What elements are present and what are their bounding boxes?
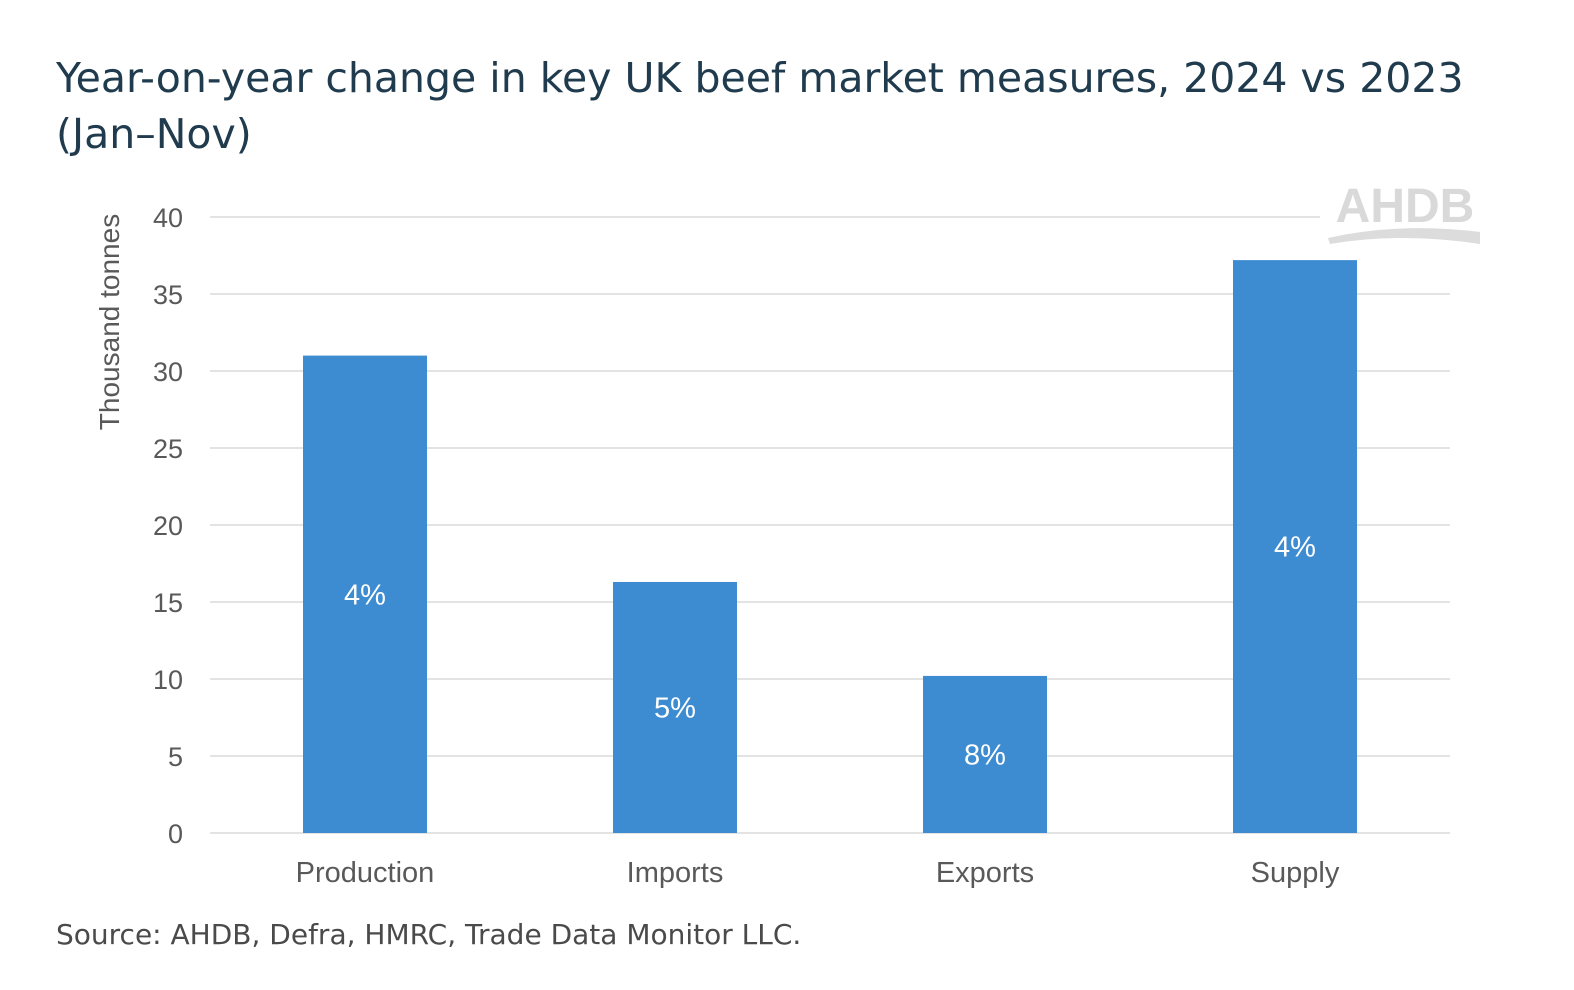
y-tick-label: 15 xyxy=(153,588,183,618)
chart-title: Year-on-year change in key UK beef marke… xyxy=(56,54,1464,158)
y-tick-label: 10 xyxy=(153,665,183,695)
x-tick-label: Exports xyxy=(936,857,1034,889)
ahdb-logo: AHDB xyxy=(1320,176,1490,246)
bar-exports xyxy=(923,675,1047,833)
y-tick-label: 35 xyxy=(153,280,183,310)
y-tick-label: 25 xyxy=(153,434,183,464)
source-note: Source: AHDB, Defra, HMRC, Trade Data Mo… xyxy=(56,918,802,951)
data-label: 4% xyxy=(344,579,386,611)
x-tick-label: Supply xyxy=(1251,857,1340,889)
y-tick-label: 0 xyxy=(168,819,183,849)
x-tick-label: Imports xyxy=(627,857,724,889)
data-label: 8% xyxy=(964,739,1006,771)
y-tick-label: 20 xyxy=(153,511,183,541)
bar-supply xyxy=(1233,260,1357,833)
x-tick-label: Production xyxy=(296,857,435,889)
data-label: 4% xyxy=(1274,532,1316,564)
bar-production xyxy=(303,355,427,833)
data-label: 5% xyxy=(654,692,696,724)
svg-text:AHDB: AHDB xyxy=(1336,180,1475,233)
bar-imports xyxy=(613,581,737,833)
y-tick-label: 5 xyxy=(168,742,183,772)
y-axis-label: Thousand tonnes xyxy=(94,214,125,430)
y-tick-label: 40 xyxy=(153,203,183,233)
y-tick-label: 30 xyxy=(153,357,183,387)
